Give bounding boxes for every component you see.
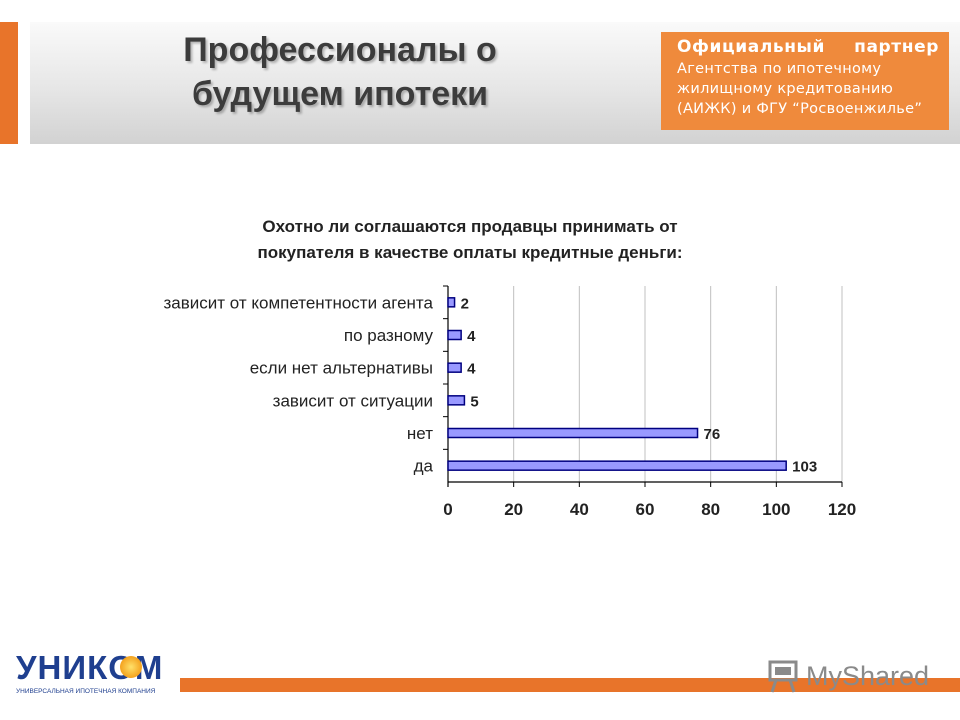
partner-box: Официальный партнер Агентства по ипотечн… — [661, 32, 949, 130]
presentation-icon — [768, 660, 798, 693]
data-label: 2 — [461, 295, 469, 312]
category-label: да — [414, 457, 434, 476]
orange-accent-bar — [0, 22, 18, 144]
myshared-watermark: MyShared — [766, 658, 936, 694]
bar — [447, 329, 462, 341]
x-tick-label: 120 — [828, 500, 856, 519]
x-tick-label: 40 — [570, 500, 589, 519]
data-label: 4 — [467, 361, 476, 378]
x-tick-label: 80 — [701, 500, 720, 519]
data-label: 103 — [792, 459, 817, 476]
data-label: 76 — [704, 426, 721, 443]
category-label: если нет альтернативы — [250, 359, 433, 378]
bar — [447, 297, 456, 308]
x-tick-label: 0 — [443, 500, 452, 519]
bar — [447, 427, 699, 439]
partner-text: Агентства по ипотечному жилищному кредит… — [677, 61, 923, 117]
chart-title: Охотно ли соглашаются продавцы принимать… — [257, 217, 683, 262]
data-label: 5 — [470, 393, 478, 410]
x-tick-label: 60 — [636, 500, 655, 519]
category-label: зависит от ситуации — [273, 391, 433, 410]
partner-heading: Официальный партнер — [677, 37, 939, 57]
logo-sun-icon — [120, 656, 142, 678]
bar — [447, 362, 462, 373]
slide-title: Профессионалы о будущем ипотеки — [183, 31, 497, 113]
bottom-accent-bar — [180, 678, 960, 692]
bar — [447, 460, 787, 471]
bar — [447, 395, 466, 406]
category-label: по разному — [344, 326, 434, 345]
x-tick-label: 20 — [504, 500, 523, 519]
company-logo-subtitle: УНИВЕРСАЛЬНАЯ ИПОТЕЧНАЯ КОМПАНИЯ — [16, 688, 156, 695]
watermark-text: MyShared — [806, 661, 930, 691]
data-label: 4 — [467, 328, 476, 345]
x-tick-label: 100 — [762, 500, 790, 519]
category-label: зависит от компетентности агента — [164, 293, 434, 312]
category-label: нет — [407, 424, 433, 443]
